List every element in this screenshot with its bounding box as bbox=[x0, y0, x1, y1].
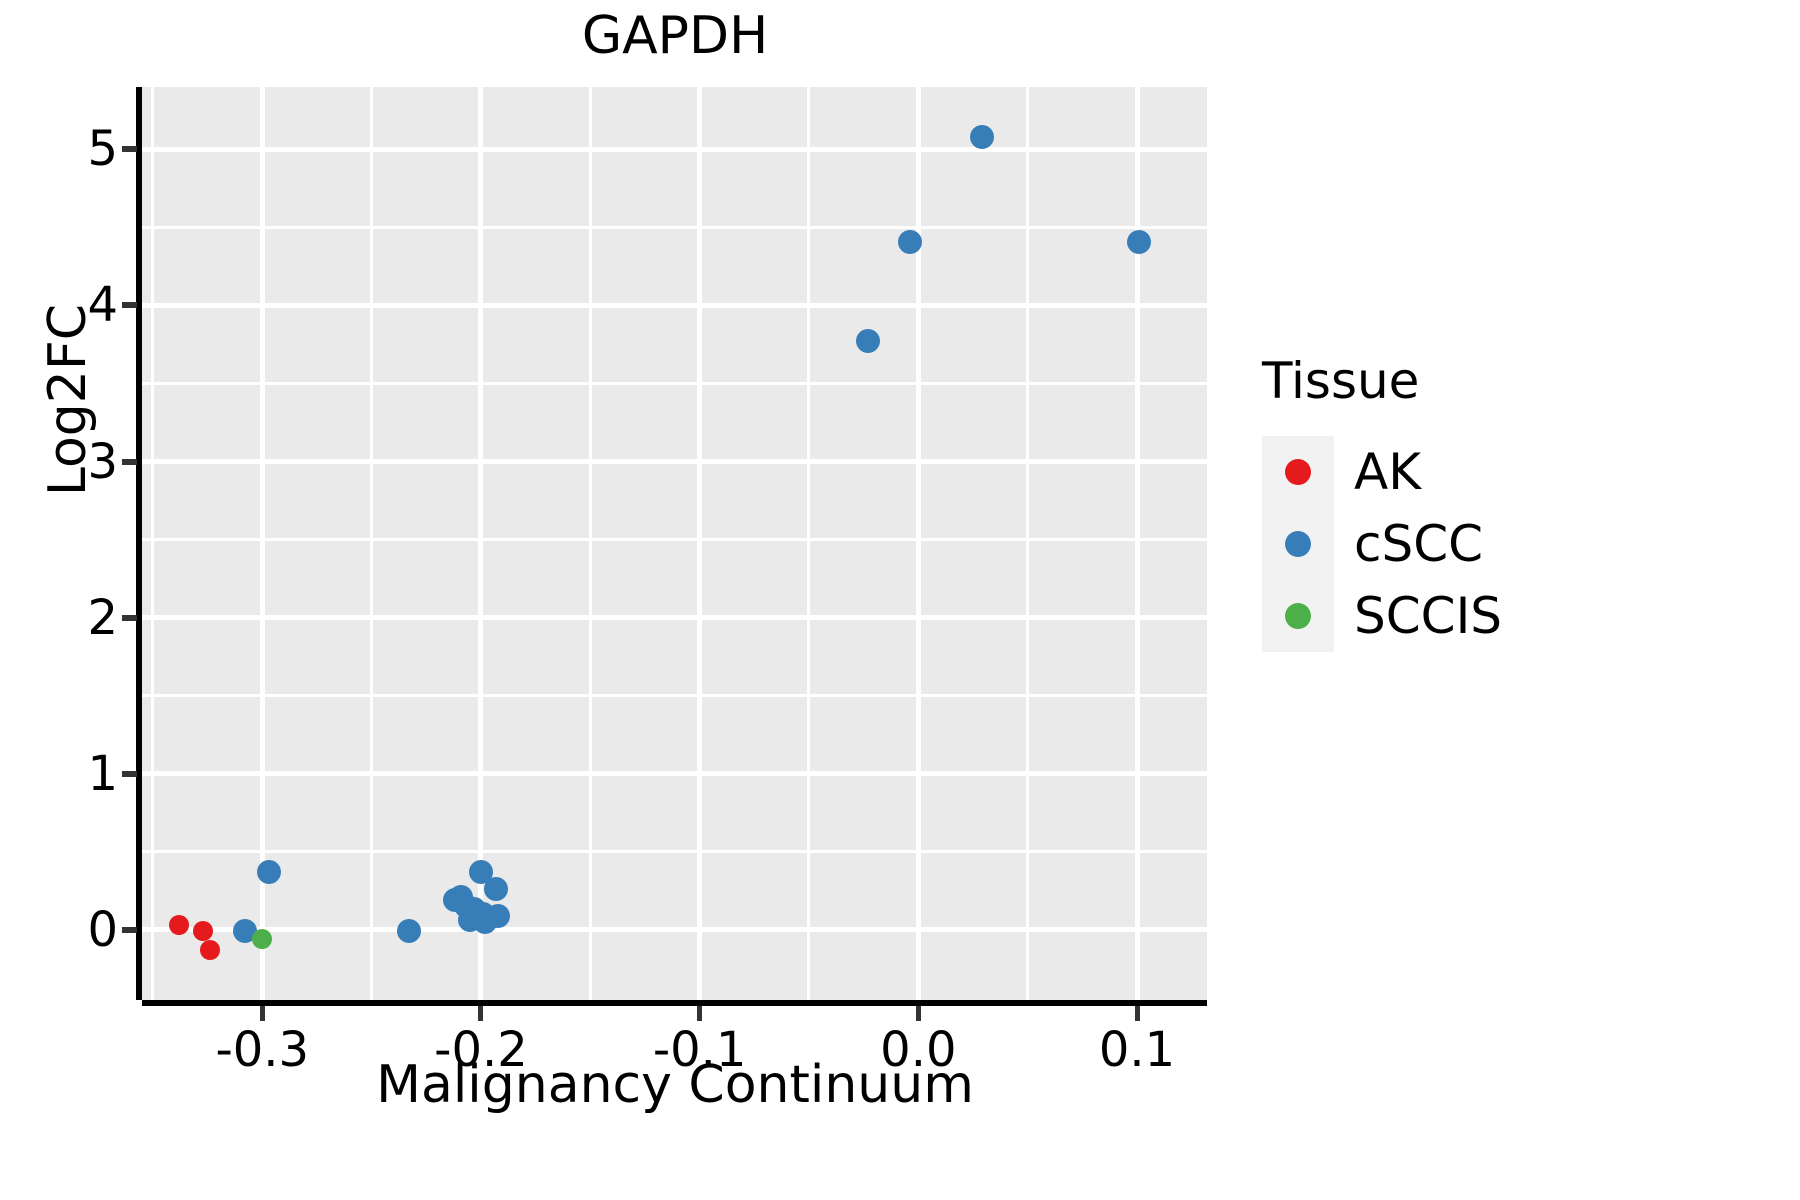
grid-line-major-horizontal bbox=[142, 146, 1207, 152]
y-axis-line bbox=[136, 87, 142, 1000]
grid-line-minor-vertical bbox=[370, 87, 374, 1000]
x-tick-label: 0.0 bbox=[880, 1022, 957, 1078]
x-tick-label: -0.2 bbox=[434, 1022, 528, 1078]
grid-line-major-vertical bbox=[478, 87, 484, 1000]
plot-panel bbox=[142, 87, 1207, 1000]
legend-dot-icon bbox=[1285, 459, 1311, 485]
x-tick-label: -0.1 bbox=[652, 1022, 747, 1078]
grid-line-major-vertical bbox=[697, 87, 703, 1000]
grid-line-minor-horizontal bbox=[142, 694, 1207, 698]
grid-line-minor-horizontal bbox=[142, 225, 1207, 229]
data-point-cscc bbox=[897, 229, 922, 254]
legend-title: Tissue bbox=[1262, 352, 1420, 410]
chart-title: GAPDH bbox=[581, 6, 769, 66]
legend-dot-icon bbox=[1285, 603, 1311, 629]
legend-item-ak[interactable]: AK bbox=[1262, 436, 1592, 508]
legend-key-swatch bbox=[1262, 436, 1334, 508]
data-point-cscc bbox=[486, 903, 511, 928]
data-point-cscc bbox=[856, 329, 881, 354]
y-tick-label: 3 bbox=[87, 433, 118, 490]
x-tick-mark bbox=[915, 1006, 921, 1021]
x-tick-mark bbox=[478, 1006, 484, 1021]
x-tick-label: 0.1 bbox=[1098, 1022, 1176, 1078]
grid-line-major-vertical bbox=[915, 87, 921, 1000]
data-point-ak bbox=[169, 915, 190, 936]
legend-dot-icon bbox=[1285, 531, 1311, 557]
grid-line-minor-vertical bbox=[807, 87, 811, 1000]
grid-line-minor-vertical bbox=[1026, 87, 1030, 1000]
x-tick-mark bbox=[1134, 1006, 1140, 1021]
data-point-cscc bbox=[256, 860, 281, 885]
data-point-cscc bbox=[396, 919, 421, 944]
legend-item-label: cSCC bbox=[1354, 515, 1484, 573]
y-tick-mark bbox=[122, 926, 137, 933]
grid-line-major-horizontal bbox=[142, 459, 1207, 465]
grid-line-major-horizontal bbox=[142, 927, 1207, 933]
legend-item-sccis[interactable]: SCCIS bbox=[1262, 580, 1592, 652]
legend-item-label: SCCIS bbox=[1354, 587, 1503, 645]
legend: Tissue AK cSCC SCCIS bbox=[1262, 352, 1592, 652]
legend-item-label: AK bbox=[1354, 443, 1421, 501]
grid-line-major-vertical bbox=[1134, 87, 1140, 1000]
grid-line-minor-horizontal bbox=[142, 382, 1207, 386]
y-tick-mark bbox=[122, 458, 137, 465]
grid-line-major-horizontal bbox=[142, 615, 1207, 621]
grid-line-major-vertical bbox=[259, 87, 265, 1000]
y-tick-label: 5 bbox=[87, 121, 118, 178]
x-tick-mark bbox=[697, 1006, 703, 1021]
x-tick-label: -0.3 bbox=[215, 1022, 310, 1078]
x-axis-title: Malignancy Continuum bbox=[376, 1055, 974, 1115]
x-axis-line bbox=[142, 1000, 1207, 1006]
y-tick-mark bbox=[122, 614, 137, 621]
x-tick-mark bbox=[259, 1006, 265, 1021]
y-tick-mark bbox=[122, 770, 137, 777]
legend-key-swatch bbox=[1262, 508, 1334, 580]
y-tick-label: 0 bbox=[87, 901, 118, 958]
y-tick-label: 2 bbox=[87, 589, 118, 646]
grid-line-major-horizontal bbox=[142, 302, 1207, 308]
grid-line-minor-horizontal bbox=[142, 850, 1207, 854]
y-tick-label: 1 bbox=[87, 745, 118, 802]
y-tick-label: 4 bbox=[87, 277, 118, 334]
y-tick-mark bbox=[122, 146, 137, 153]
data-point-ak bbox=[199, 940, 220, 961]
y-tick-mark bbox=[122, 302, 137, 309]
legend-items: AK cSCC SCCIS bbox=[1262, 436, 1592, 652]
data-point-cscc bbox=[484, 877, 509, 902]
legend-item-cscc[interactable]: cSCC bbox=[1262, 508, 1592, 580]
grid-line-minor-vertical bbox=[151, 87, 155, 1000]
data-point-sccis bbox=[252, 929, 273, 950]
legend-key-swatch bbox=[1262, 580, 1334, 652]
data-point-ak bbox=[193, 921, 214, 942]
grid-line-minor-horizontal bbox=[142, 538, 1207, 542]
grid-line-major-horizontal bbox=[142, 771, 1207, 777]
data-point-cscc bbox=[969, 124, 994, 149]
data-point-cscc bbox=[1127, 229, 1152, 254]
grid-line-minor-vertical bbox=[588, 87, 592, 1000]
